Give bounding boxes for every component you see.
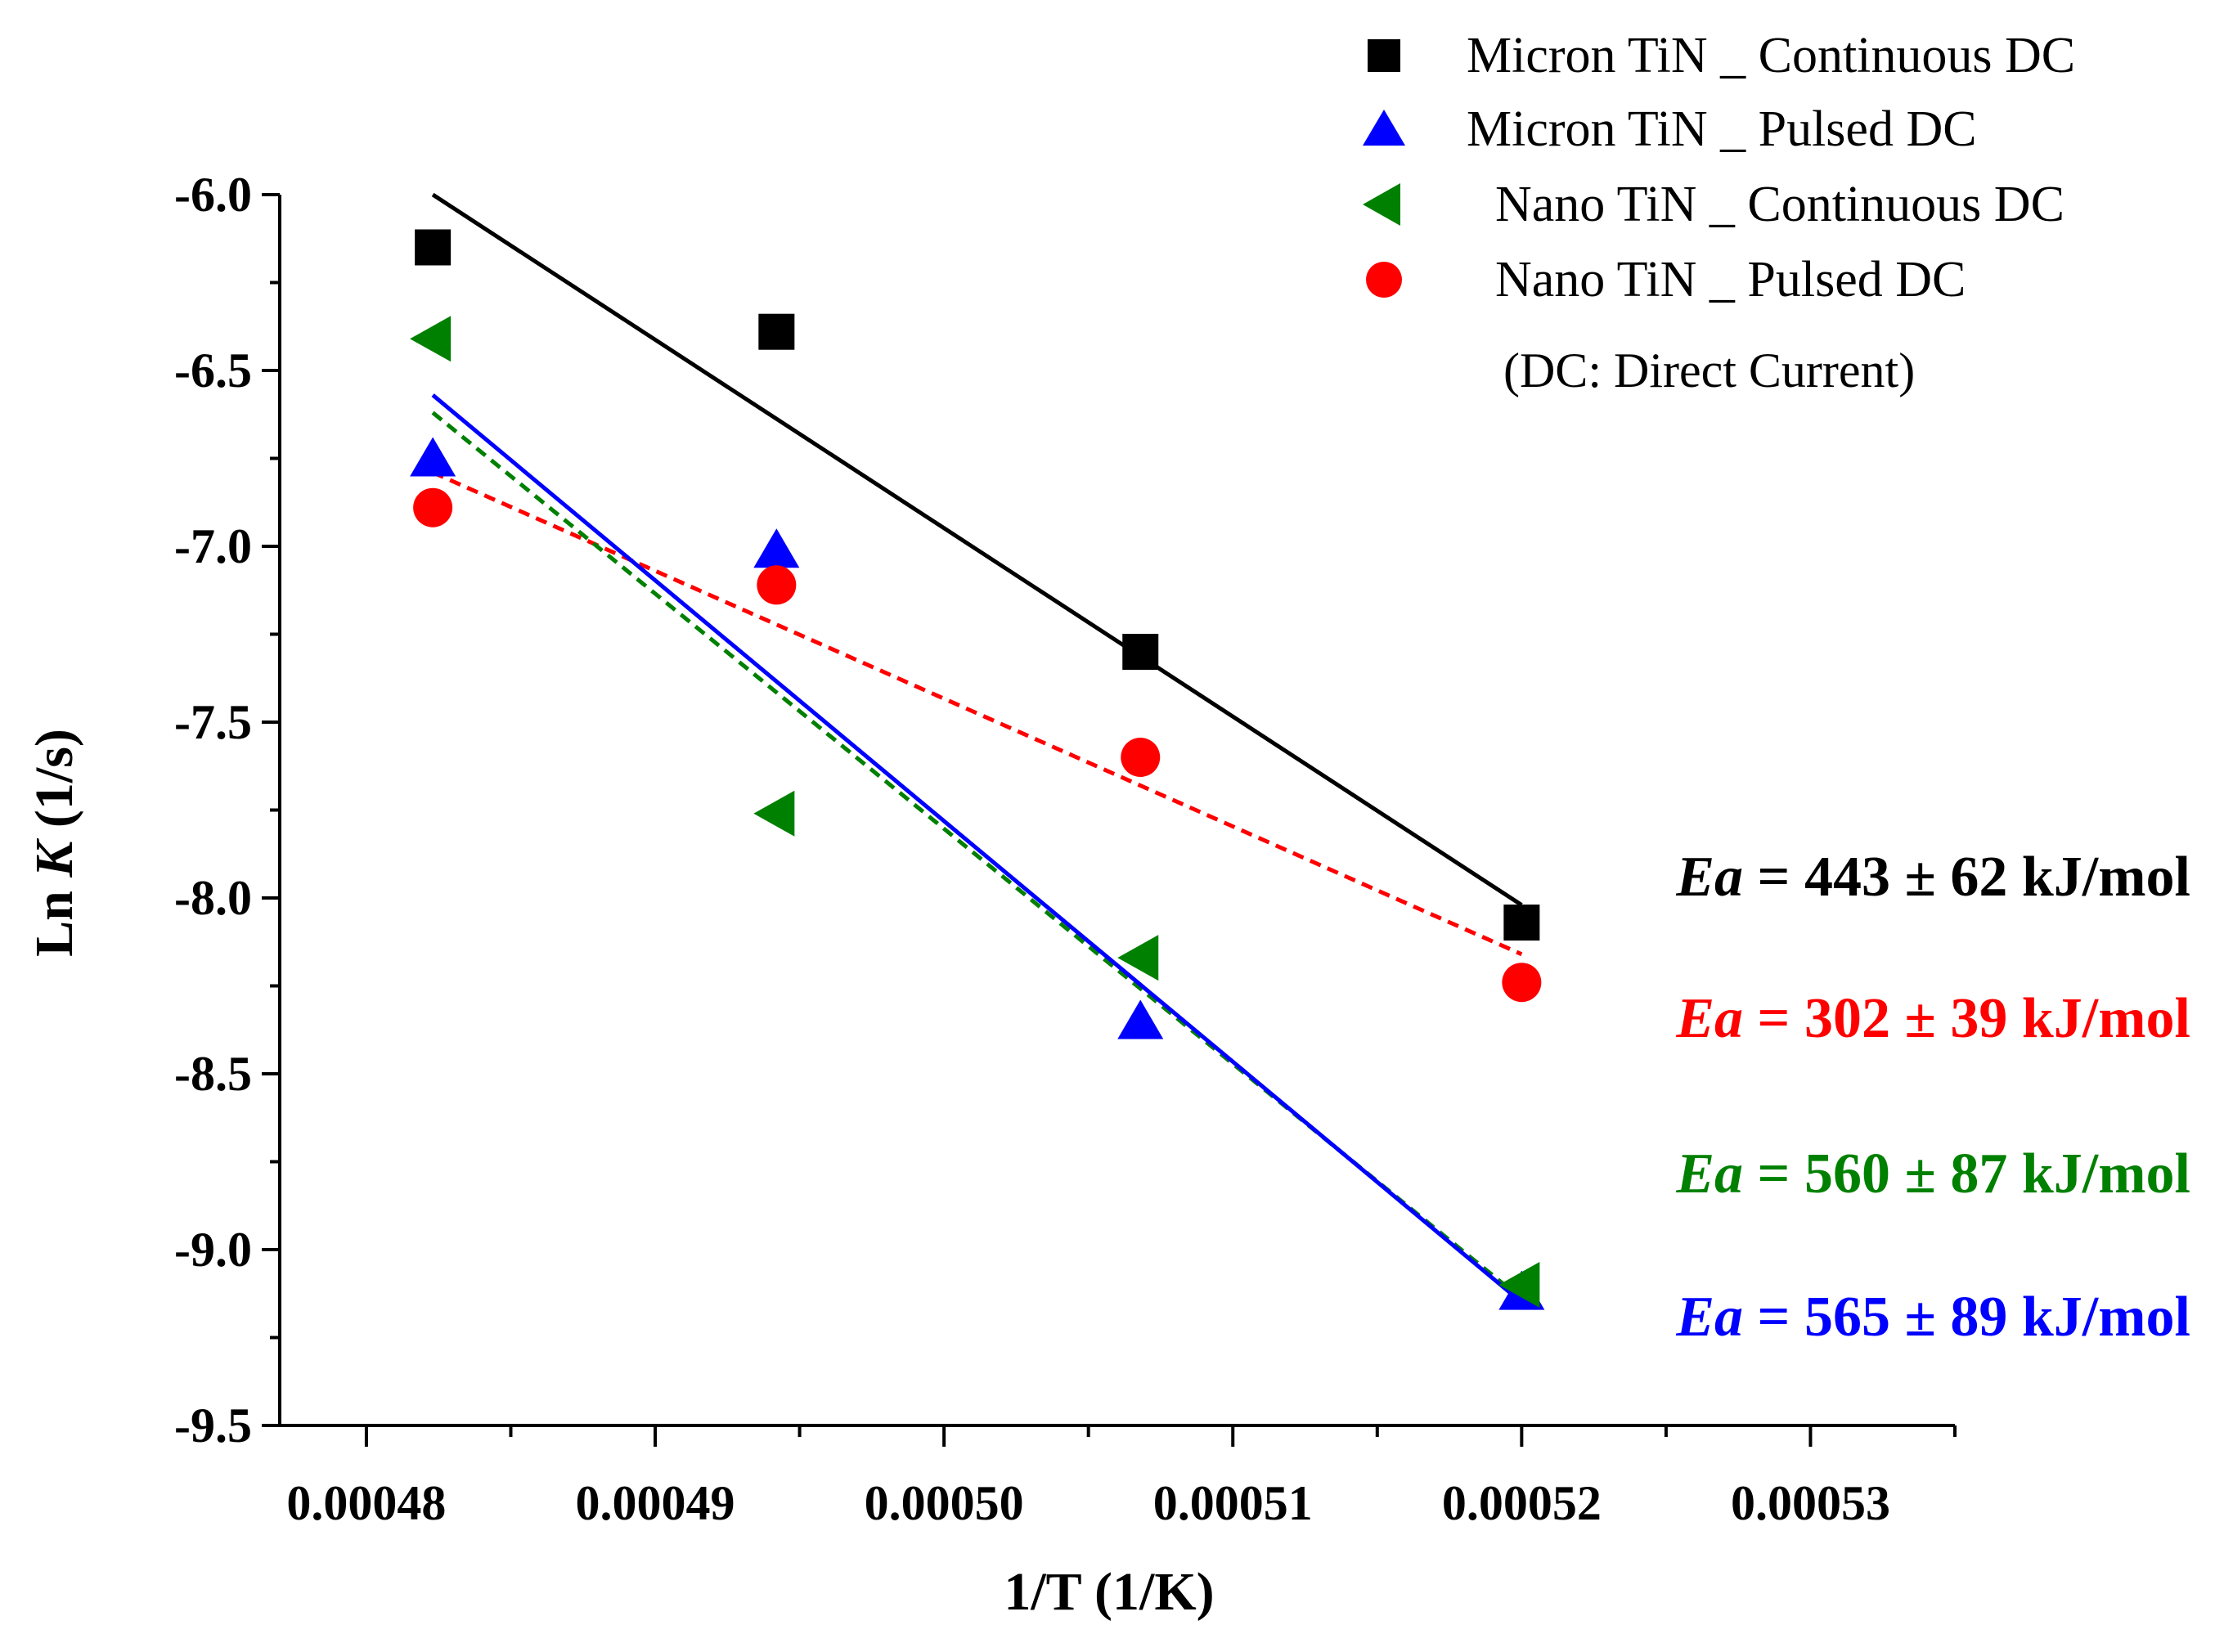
y-axis-title-symbol: K xyxy=(25,838,84,878)
legend-marker-triangle-left xyxy=(1363,183,1400,226)
ea-symbol: Ea xyxy=(1675,1286,1743,1349)
y-tick-label: -7.0 xyxy=(174,519,252,573)
ea-equals: = xyxy=(1743,1142,1804,1205)
x-tick-label: 0.00053 xyxy=(1731,1476,1890,1530)
data-point-circle xyxy=(1121,738,1161,777)
x-axis-title: 1/T (1/K) xyxy=(1004,1562,1214,1622)
data-point-square xyxy=(1122,634,1159,670)
ea-value: 565 ± 89 kJ/mol xyxy=(1804,1286,2190,1349)
x-tick-label: 0.00048 xyxy=(286,1476,446,1530)
fit-line-triangle-up xyxy=(431,393,1523,1304)
y-tick-label: -9.0 xyxy=(174,1223,252,1277)
data-point-triangle-left xyxy=(410,316,452,362)
ea-equals: = xyxy=(1743,1286,1804,1349)
ea-label: Ea = 443 ± 62 kJ/mol xyxy=(1675,846,2190,909)
legend-marker-triangle-up xyxy=(1363,110,1405,146)
y-axis-title-prefix: Ln xyxy=(25,878,84,957)
axes: -6.0 -6.5 -7.0 -7.5 -8.0 -8.5 -9.0 -9.5 0.00048 0… xyxy=(25,168,1957,1622)
ea-equals: = xyxy=(1743,987,1804,1050)
y-tick-label: -8.0 xyxy=(174,871,252,925)
data-point-circle xyxy=(413,487,453,527)
fit-line-square xyxy=(431,192,1523,907)
data-point-square xyxy=(758,313,795,350)
y-tick-label: -6.0 xyxy=(174,168,252,222)
data-points xyxy=(410,229,1545,1310)
legend-label: Micron TiN _ Pulsed DC xyxy=(1467,101,1977,157)
data-point-square xyxy=(415,229,452,266)
x-tick-label: 0.00051 xyxy=(1153,1476,1313,1530)
ea-value: 443 ± 62 kJ/mol xyxy=(1804,846,2190,909)
legend: Micron TiN _ Continuous DC Micron TiN _ P… xyxy=(1363,28,2075,397)
y-tick-label: -8.5 xyxy=(174,1047,252,1101)
ea-equals: = xyxy=(1743,846,1804,909)
x-tick-label: 0.00052 xyxy=(1442,1476,1602,1530)
ea-label: Ea = 565 ± 89 kJ/mol xyxy=(1675,1286,2190,1349)
legend-label: Micron TiN _ Continuous DC xyxy=(1467,28,2075,83)
ea-value: 560 ± 87 kJ/mol xyxy=(1804,1142,2190,1205)
y-axis-title: Ln K (1/s) xyxy=(25,729,84,957)
data-point-triangle-up xyxy=(753,528,800,568)
ea-symbol: Ea xyxy=(1675,846,1743,909)
data-point-triangle-left xyxy=(1498,1262,1540,1308)
ea-symbol: Ea xyxy=(1675,987,1743,1050)
data-point-triangle-left xyxy=(1117,935,1159,981)
data-point-circle xyxy=(757,565,797,605)
y-tick-label: -6.5 xyxy=(174,343,252,397)
y-tick-label: -9.5 xyxy=(174,1398,252,1452)
legend-label: Nano TiN _ Continuous DC xyxy=(1495,177,2064,232)
data-point-square xyxy=(1503,905,1540,941)
data-point-triangle-left xyxy=(753,790,795,837)
x-tick-label: 0.00050 xyxy=(865,1476,1024,1530)
legend-note: (DC: Direct Current) xyxy=(1503,343,1915,397)
data-point-triangle-up xyxy=(410,437,456,477)
fit-lines xyxy=(431,192,1523,1304)
data-point-triangle-up xyxy=(1117,999,1164,1039)
y-tick-label: -7.5 xyxy=(174,695,252,749)
ea-label: Ea = 302 ± 39 kJ/mol xyxy=(1675,987,2190,1050)
y-axis-title-unit: (1/s) xyxy=(25,729,84,841)
fit-line-circle xyxy=(432,470,1523,957)
legend-label: Nano TiN _ Pulsed DC xyxy=(1495,252,1966,308)
legend-marker-square xyxy=(1368,39,1400,72)
ea-label: Ea = 560 ± 87 kJ/mol xyxy=(1675,1142,2190,1205)
ea-symbol: Ea xyxy=(1675,1142,1743,1205)
legend-marker-circle xyxy=(1366,262,1402,298)
data-point-circle xyxy=(1502,963,1542,1003)
ea-value: 302 ± 39 kJ/mol xyxy=(1804,987,2190,1050)
x-tick-label: 0.00049 xyxy=(576,1476,735,1530)
